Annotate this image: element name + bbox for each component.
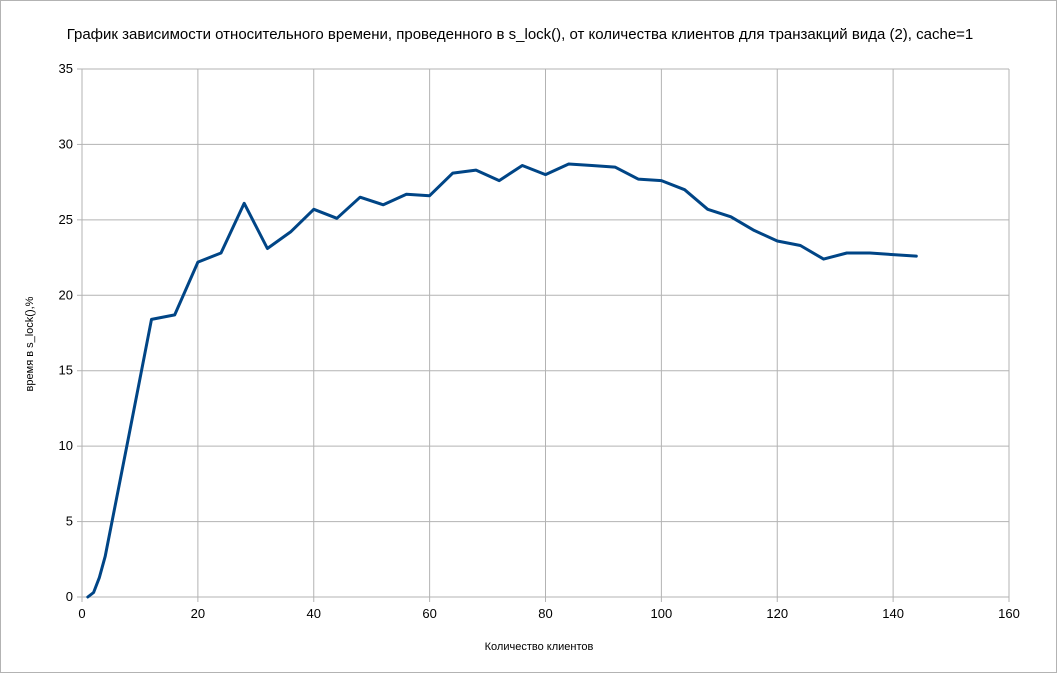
x-tick-label: 0 — [78, 606, 85, 621]
x-tick-label: 140 — [882, 606, 904, 621]
series-line — [86, 162, 918, 599]
x-tick-label: 60 — [422, 606, 436, 621]
x-axis-label: Количество клиентов — [485, 641, 594, 653]
chart-title: График зависимости относительного времен… — [67, 26, 974, 43]
x-tick-label: 120 — [766, 606, 788, 621]
y-tick-labels: 0 5 10 15 20 25 30 35 — [59, 61, 73, 604]
y-tick-label: 30 — [59, 136, 73, 151]
x-tick-label: 160 — [998, 606, 1020, 621]
y-axis-label: время в s_lock(),% — [24, 296, 36, 391]
y-tick-label: 25 — [59, 212, 73, 227]
x-tick-label: 20 — [191, 606, 205, 621]
x-tick-label: 80 — [538, 606, 552, 621]
x-tick-labels: 0 20 40 60 80 100 120 140 160 — [78, 606, 1019, 621]
x-tick-label: 100 — [651, 606, 673, 621]
y-tick-label: 0 — [66, 589, 73, 604]
y-tick-label: 15 — [59, 363, 73, 378]
y-tick-label: 10 — [59, 438, 73, 453]
y-tick-label: 5 — [66, 514, 73, 529]
y-tick-label: 35 — [59, 61, 73, 76]
gridlines — [77, 68, 1010, 602]
x-tick-label: 40 — [307, 606, 321, 621]
y-tick-label: 20 — [59, 287, 73, 302]
